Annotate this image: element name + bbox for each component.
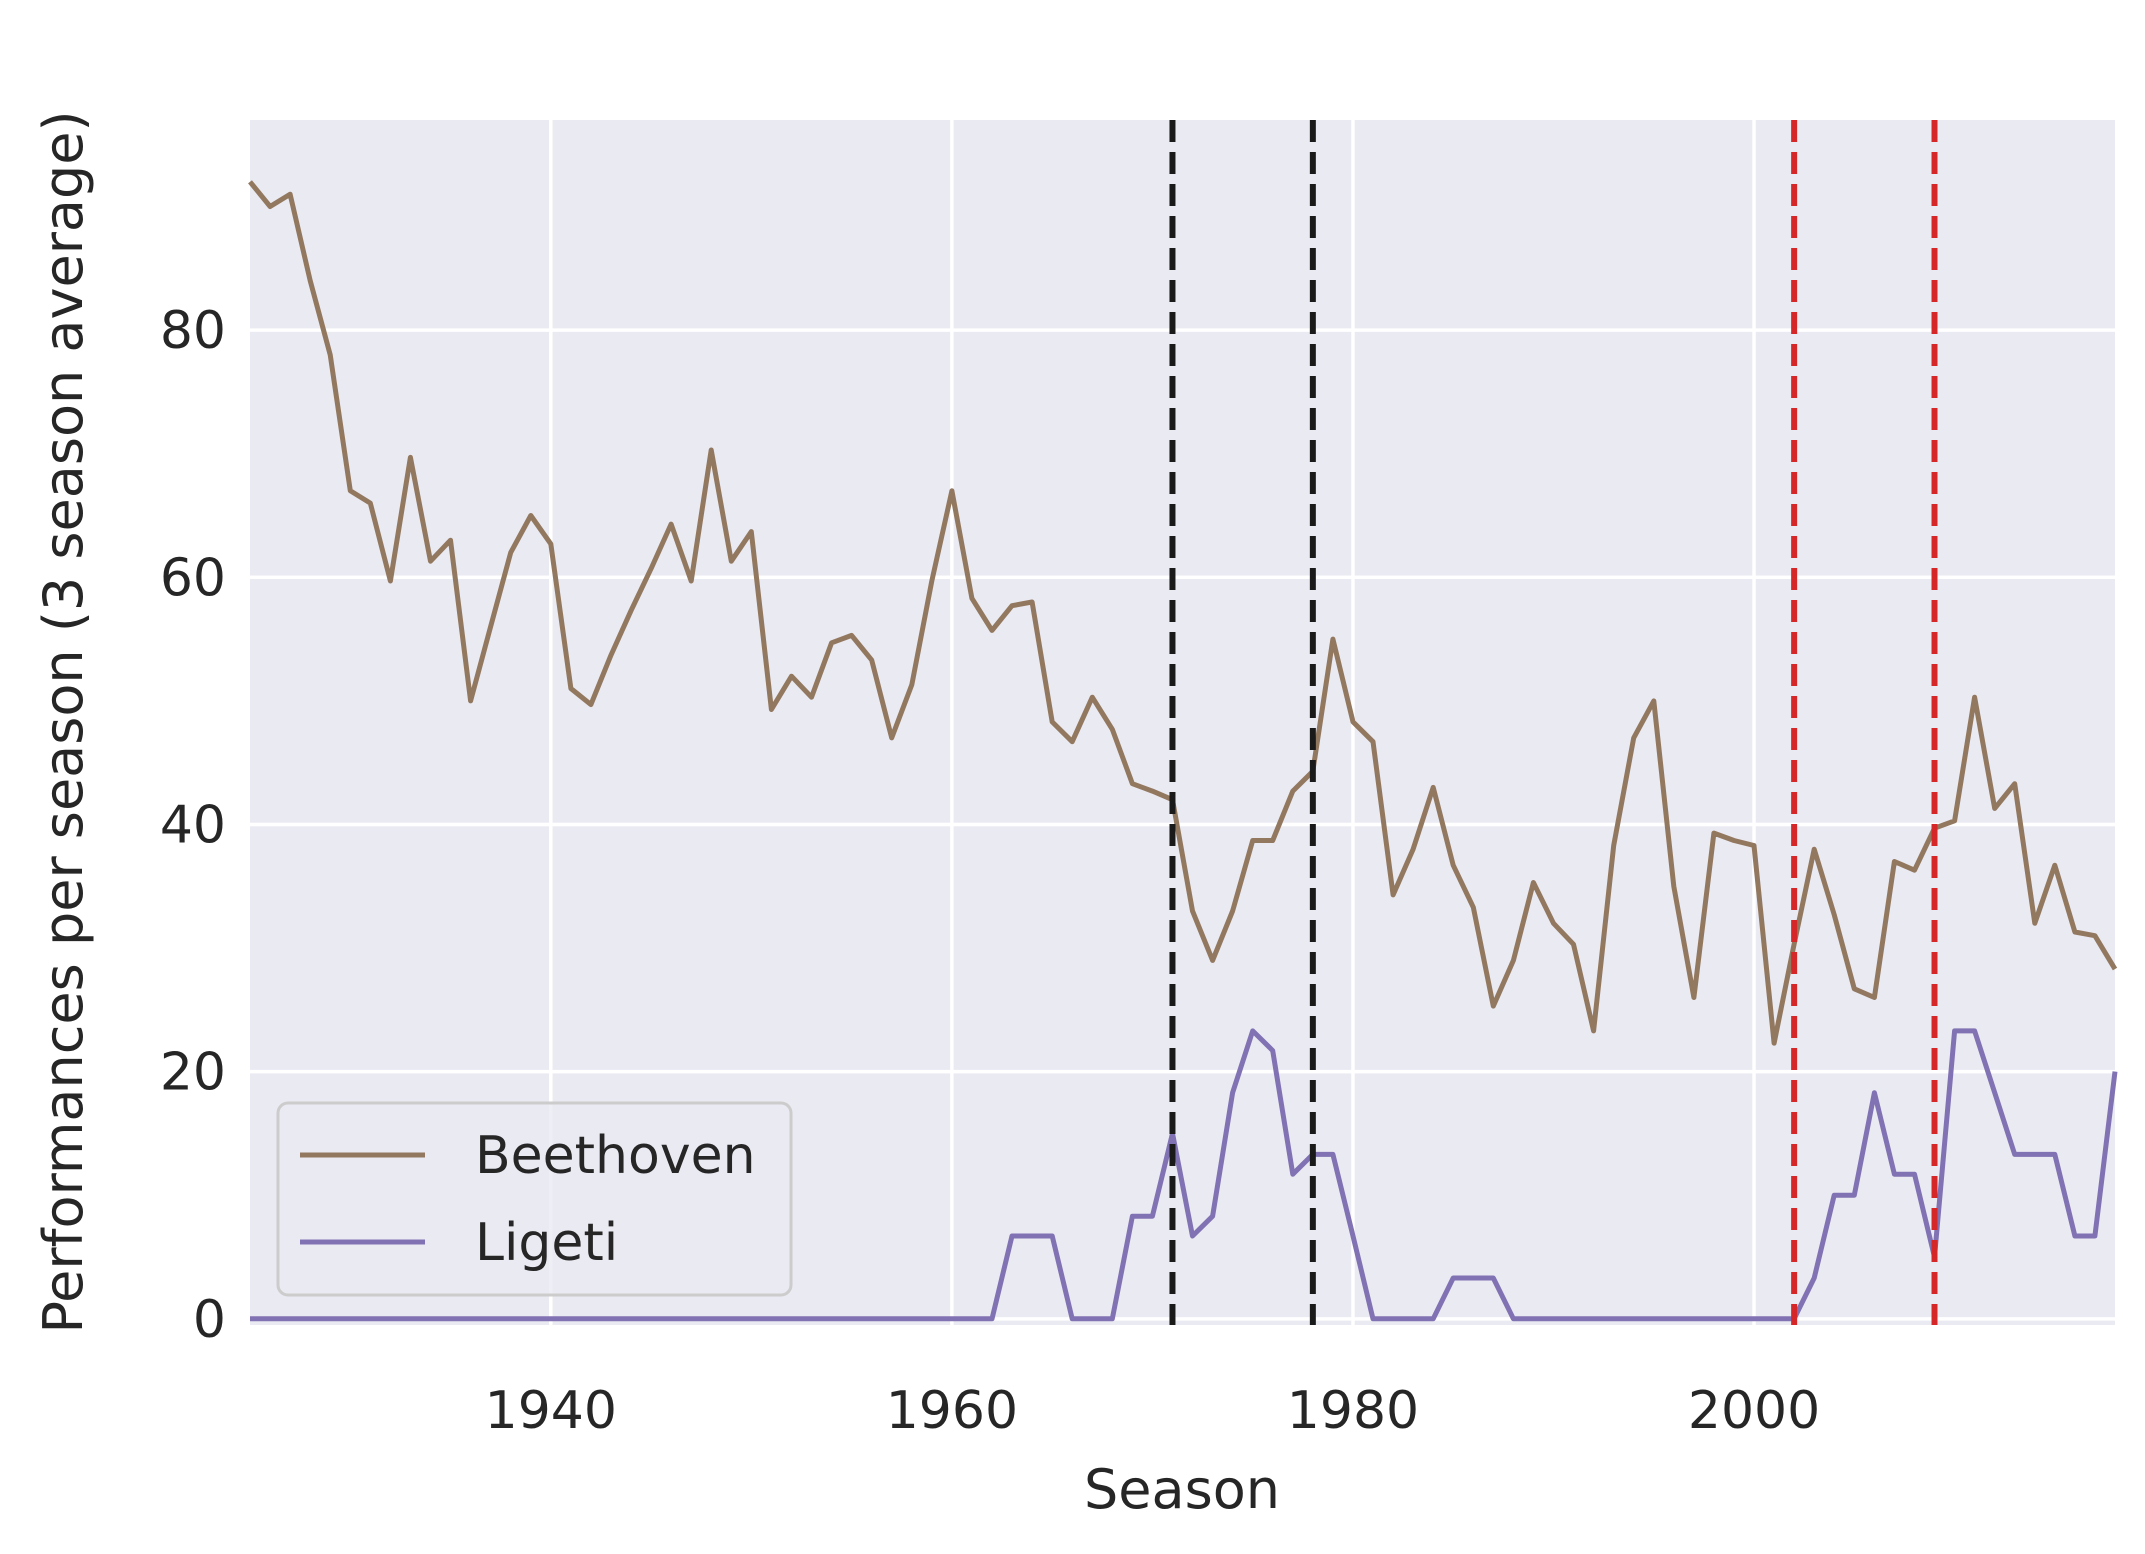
legend-label-ligeti: Ligeti: [475, 1213, 618, 1273]
y-axis-label: Performances per season (3 season averag…: [32, 110, 95, 1333]
y-tick-label: 40: [160, 795, 226, 855]
series-line-ligeti: [250, 1028, 2118, 1322]
legend-box: [276, 1101, 793, 1297]
legend: Beethoven Ligeti: [276, 1101, 793, 1297]
x-tick-label: 1980: [1287, 1381, 1419, 1441]
legend-label-beethoven: Beethoven: [475, 1126, 756, 1186]
y-tick-label: 20: [160, 1043, 226, 1103]
x-axis-label: Season: [1084, 1458, 1280, 1521]
x-tick-label: 2000: [1688, 1381, 1820, 1441]
event-marker-lines-front: [1169, 120, 1938, 1325]
series-line-beethoven: [248, 180, 2118, 1046]
series-lines: [248, 180, 2118, 1322]
y-tick-label: 0: [193, 1290, 226, 1350]
y-tick-label: 80: [160, 301, 226, 361]
x-tick-label: 1940: [485, 1381, 617, 1441]
tick-labels: 1940 1960 1980 2000 0 20 40 60 80: [160, 301, 1820, 1441]
y-tick-label: 60: [160, 548, 226, 608]
x-tick-label: 1960: [886, 1381, 1018, 1441]
